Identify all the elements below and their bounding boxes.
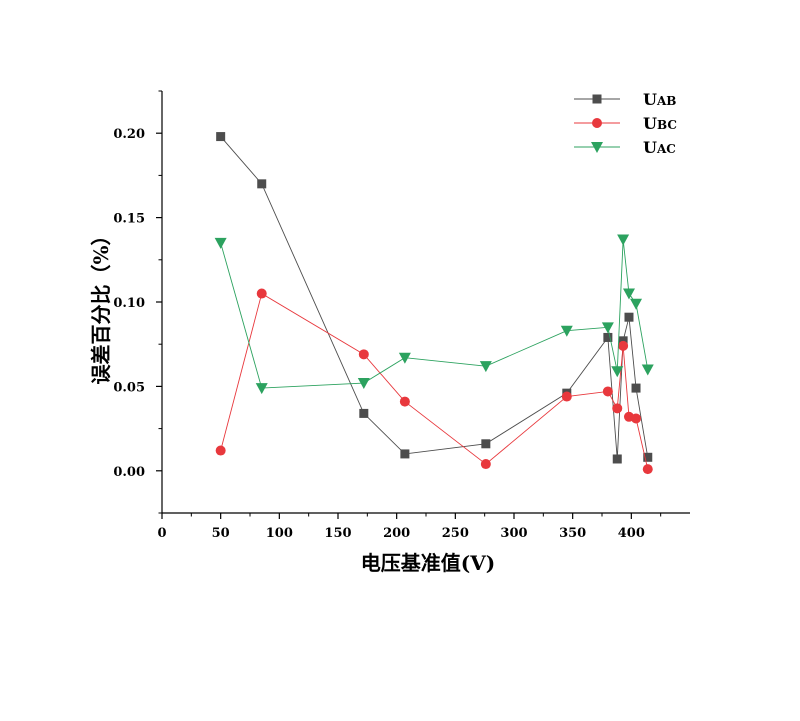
legend-label-sub: AB: [656, 94, 676, 108]
data-point-uab: [359, 408, 369, 418]
x-tick-label: 350: [559, 526, 586, 541]
legend-item-ubc: UBC: [574, 114, 677, 133]
x-tick-label: 100: [266, 526, 293, 541]
data-point-ubc: [480, 459, 491, 470]
x-tick-label: 400: [618, 526, 645, 541]
legend-label-main: U: [643, 90, 657, 109]
data-point-uab: [257, 179, 267, 189]
data-point-uac: [630, 298, 643, 310]
data-point-uac: [398, 352, 411, 364]
legend-label: UAB: [643, 90, 676, 109]
legend-label: UBC: [643, 114, 677, 133]
data-point-uac: [214, 237, 227, 249]
legend-label-main: U: [643, 114, 657, 133]
series-line-uac: [220, 239, 649, 389]
data-point-uab: [603, 332, 613, 342]
x-tick-label: 300: [500, 526, 527, 541]
data-point-uac: [641, 364, 654, 376]
x-tick-label: 200: [383, 526, 410, 541]
data-point-ubc: [642, 464, 653, 475]
data-point-uac: [617, 234, 630, 246]
x-tick-label: 150: [324, 526, 351, 541]
data-point-ubc: [561, 391, 572, 402]
data-point-uac: [622, 288, 635, 300]
data-point-ubc: [358, 349, 369, 360]
x-tick-label: 250: [442, 526, 469, 541]
series-line-ubc: [220, 292, 649, 470]
data-point-uab: [624, 312, 634, 322]
data-point-uac: [601, 322, 614, 334]
y-axis-title: 误差百分比（%）: [89, 225, 113, 384]
legend-label: UAC: [643, 138, 676, 157]
y-tick-label: 0.00: [113, 465, 145, 480]
data-point-ubc: [256, 288, 267, 299]
legend-label-sub: BC: [657, 118, 677, 132]
data-point-ubc: [602, 386, 613, 397]
data-point-uab: [612, 454, 622, 464]
data-point-ubc: [612, 403, 623, 414]
legend-label-main: U: [643, 138, 657, 157]
legend-item-uab: UAB: [574, 90, 676, 109]
data-point-uac: [611, 366, 624, 378]
axes: 0 50 100 150 200 250 300 350 400 0.00 0.05 0.10 0.15…: [113, 90, 690, 541]
x-tick-label: 0: [157, 526, 166, 541]
y-tick-label: 0.20: [113, 127, 145, 142]
series-uab: [216, 132, 653, 464]
legend-marker: [591, 142, 603, 153]
data-point-uab: [618, 336, 628, 346]
data-point-ubc: [618, 340, 629, 351]
data-point-uac: [479, 361, 492, 373]
legend-label-sub: AC: [656, 142, 676, 156]
data-point-ubc: [399, 396, 410, 407]
legend-marker: [592, 118, 602, 128]
data-point-uab: [631, 383, 641, 393]
data-point-ubc: [215, 445, 226, 456]
y-tick-label: 0.15: [113, 212, 145, 227]
legend-item-uac: UAC: [574, 138, 676, 157]
data-point-uab: [216, 132, 226, 142]
series-ubc: [215, 288, 653, 475]
data-point-uac: [357, 378, 370, 390]
x-tick-label: 50: [212, 526, 230, 541]
y-tick-label: 0.05: [113, 380, 145, 395]
y-tick-label: 0.10: [113, 296, 145, 311]
series-layer: [214, 132, 654, 475]
data-point-uab: [400, 449, 410, 459]
series-uac: [214, 234, 654, 395]
data-point-uab: [643, 452, 653, 462]
data-point-ubc: [631, 413, 642, 424]
series-line-uab: [220, 136, 649, 460]
data-point-uab: [481, 439, 491, 449]
data-point-uac: [255, 383, 268, 395]
legend-marker: [592, 94, 602, 104]
x-axis-title: 电压基准值(V): [361, 551, 495, 575]
data-point-uac: [560, 325, 573, 337]
